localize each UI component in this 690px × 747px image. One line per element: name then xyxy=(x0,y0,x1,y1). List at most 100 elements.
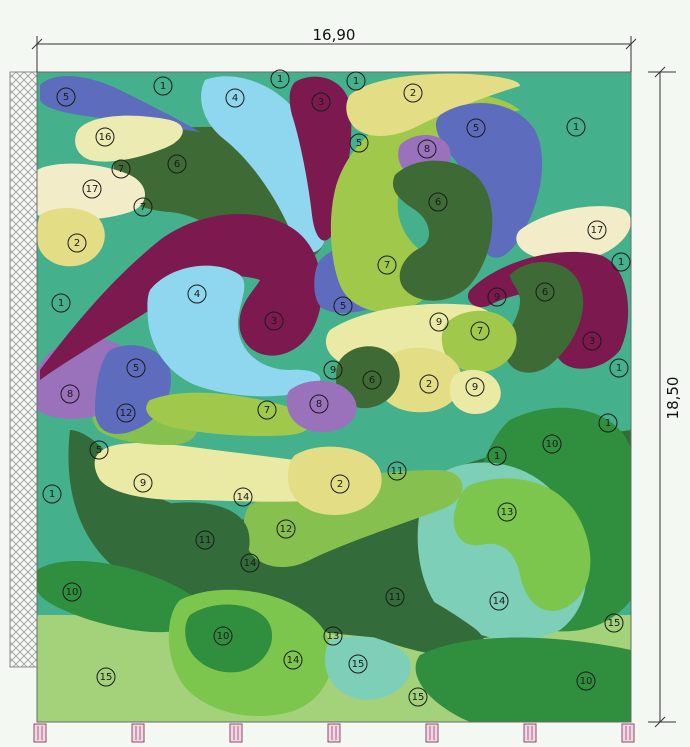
callout-number: 10 xyxy=(580,676,593,687)
region-10-bottom xyxy=(185,604,273,673)
callout-number: 5 xyxy=(473,123,479,134)
region-callout: 5 xyxy=(89,440,109,460)
callout-circle xyxy=(403,83,423,103)
callout-number: 14 xyxy=(244,558,257,569)
region-11-bottom xyxy=(292,560,485,656)
region-callout: 3 xyxy=(311,92,331,112)
callout-circle xyxy=(82,179,102,199)
region-callout: 5 xyxy=(56,87,76,107)
callout-number: 11 xyxy=(389,592,402,603)
callout-circle xyxy=(323,626,343,646)
callout-number: 13 xyxy=(327,631,340,642)
callout-circle xyxy=(576,671,596,691)
callout-circle xyxy=(428,192,448,212)
callout-circle xyxy=(429,312,449,332)
callout-circle xyxy=(126,358,146,378)
callout-number: 16 xyxy=(99,132,112,143)
region-callout: 6 xyxy=(362,370,382,390)
region-16 xyxy=(75,115,183,162)
callout-circle xyxy=(67,233,87,253)
callout-number: 1 xyxy=(277,74,283,85)
region-callout: 10 xyxy=(62,582,82,602)
callout-circle xyxy=(257,400,277,420)
mural-area xyxy=(37,72,631,722)
region-7-center xyxy=(330,94,520,313)
callout-circle xyxy=(408,687,428,707)
callout-circle xyxy=(323,360,343,380)
callout-number: 15 xyxy=(412,692,425,703)
region-callout: 7 xyxy=(111,159,131,179)
region-callout: 1 xyxy=(42,484,62,504)
callout-number: 15 xyxy=(608,618,621,629)
region-callout: 14 xyxy=(240,553,260,573)
callout-number: 4 xyxy=(232,93,238,104)
region-callout: 8 xyxy=(60,384,80,404)
callout-circle xyxy=(604,613,624,633)
region-callout: 8 xyxy=(417,139,437,159)
region-callout: 1 xyxy=(598,413,618,433)
region-callout: 13 xyxy=(323,626,343,646)
region-callout: 15 xyxy=(96,667,116,687)
support-post xyxy=(33,723,47,743)
callout-number: 9 xyxy=(494,292,500,303)
callout-number: 2 xyxy=(426,379,432,390)
callout-circle xyxy=(195,530,215,550)
region-3-center xyxy=(40,213,322,380)
width-dimension-label: 16,90 xyxy=(313,26,356,44)
callout-number: 8 xyxy=(316,399,322,410)
region-callout: 6 xyxy=(428,192,448,212)
region-11-left-hook xyxy=(150,502,250,585)
callout-number: 14 xyxy=(237,492,250,503)
callout-number: 6 xyxy=(435,197,441,208)
callout-circle xyxy=(233,487,253,507)
callout-number: 6 xyxy=(542,287,548,298)
callout-circle xyxy=(609,358,629,378)
callout-circle xyxy=(225,88,245,108)
support-post xyxy=(229,723,243,743)
callout-circle xyxy=(362,370,382,390)
callout-number: 7 xyxy=(264,405,270,416)
callout-number: 12 xyxy=(120,408,133,419)
callout-circle xyxy=(62,582,82,602)
region-17-right xyxy=(516,206,631,262)
region-5-top-left xyxy=(40,75,200,132)
callout-circle xyxy=(348,654,368,674)
height-dimension-label: 18,50 xyxy=(664,377,682,420)
callout-circle xyxy=(330,474,350,494)
callout-number: 5 xyxy=(340,301,346,312)
callout-circle xyxy=(598,413,618,433)
callout-circle xyxy=(111,159,131,179)
callout-circle xyxy=(387,461,407,481)
callout-number: 1 xyxy=(618,257,624,268)
callout-number: 7 xyxy=(140,202,146,213)
region-callout: 9 xyxy=(323,360,343,380)
callout-number: 3 xyxy=(318,97,324,108)
region-callout: 2 xyxy=(67,233,87,253)
callout-circle xyxy=(133,197,153,217)
callout-circle xyxy=(89,440,109,460)
callout-circle xyxy=(42,484,62,504)
region-callout: 5 xyxy=(466,118,486,138)
callout-number: 4 xyxy=(194,289,200,300)
callout-number: 9 xyxy=(472,382,478,393)
region-callout: 1 xyxy=(609,358,629,378)
callout-number: 10 xyxy=(217,631,230,642)
region-callout: 1 xyxy=(611,252,631,272)
callout-circle xyxy=(611,252,631,272)
region-callout: 6 xyxy=(167,154,187,174)
callout-circle xyxy=(95,127,115,147)
region-3-right xyxy=(467,251,629,369)
callout-number: 5 xyxy=(63,92,69,103)
callout-number: 3 xyxy=(271,316,277,327)
region-7-center-left xyxy=(146,392,313,437)
region-callout: 14 xyxy=(283,650,303,670)
callout-number: 7 xyxy=(477,326,483,337)
callout-circle xyxy=(51,293,71,313)
callout-number: 14 xyxy=(493,596,506,607)
callout-number: 15 xyxy=(352,659,365,670)
callout-number: 5 xyxy=(96,445,102,456)
region-9-right xyxy=(449,369,501,414)
region-callout: 7 xyxy=(133,197,153,217)
region-callout: 9 xyxy=(487,287,507,307)
